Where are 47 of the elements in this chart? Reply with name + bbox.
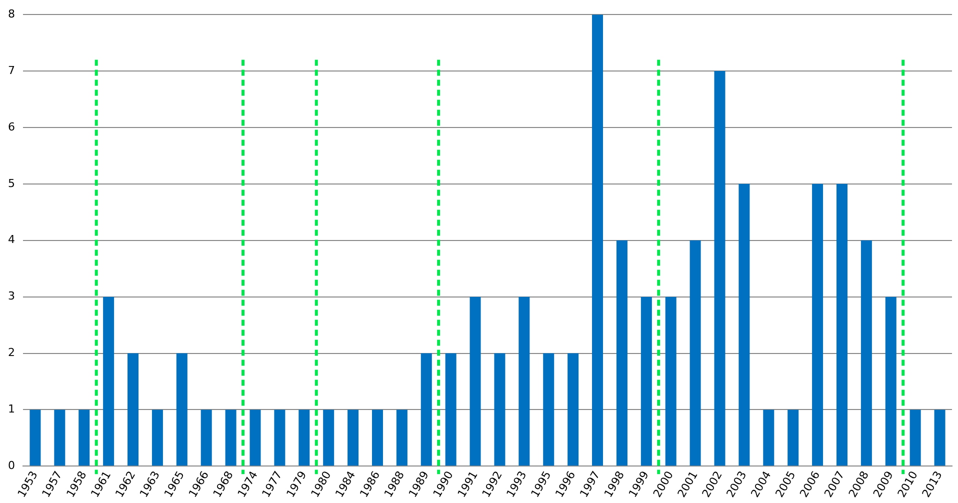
y-tick-label: 3 xyxy=(8,290,15,303)
bar xyxy=(225,410,236,466)
bar xyxy=(54,410,66,466)
y-tick-label: 7 xyxy=(8,64,15,77)
bar xyxy=(714,71,726,466)
y-tick-label: 6 xyxy=(8,120,15,134)
y-tick-label: 5 xyxy=(8,176,15,190)
y-tick-label: 0 xyxy=(8,459,15,472)
bar xyxy=(665,296,676,466)
bar xyxy=(372,410,383,466)
bar xyxy=(738,184,750,466)
bar xyxy=(934,410,946,466)
bar xyxy=(396,410,408,466)
y-tick-label: 1 xyxy=(8,402,15,416)
bar xyxy=(543,353,554,466)
bar xyxy=(128,353,139,466)
bar xyxy=(640,296,652,466)
bar xyxy=(518,296,530,466)
bar xyxy=(348,410,359,466)
bar xyxy=(30,410,41,466)
bar xyxy=(103,296,114,466)
bar xyxy=(176,353,188,466)
bar xyxy=(568,353,579,466)
bar xyxy=(274,410,286,466)
y-tick-label: 4 xyxy=(8,233,15,246)
bar xyxy=(470,296,481,466)
bar xyxy=(78,410,90,466)
bar xyxy=(152,410,163,466)
bar xyxy=(690,240,701,466)
bar xyxy=(200,410,212,466)
bar xyxy=(592,14,604,466)
bar xyxy=(323,410,334,466)
bar xyxy=(298,410,310,466)
y-tick-label: 8 xyxy=(8,7,15,20)
bar xyxy=(250,410,261,466)
bar xyxy=(788,410,799,466)
bar xyxy=(812,184,824,466)
y-tick-label: 2 xyxy=(8,346,15,360)
bar xyxy=(616,240,628,466)
bar xyxy=(860,240,872,466)
bar xyxy=(420,353,432,466)
bar xyxy=(445,353,456,466)
bar xyxy=(494,353,506,466)
bar xyxy=(763,410,774,466)
bar xyxy=(836,184,848,466)
bar xyxy=(910,410,921,466)
bar xyxy=(885,296,896,466)
